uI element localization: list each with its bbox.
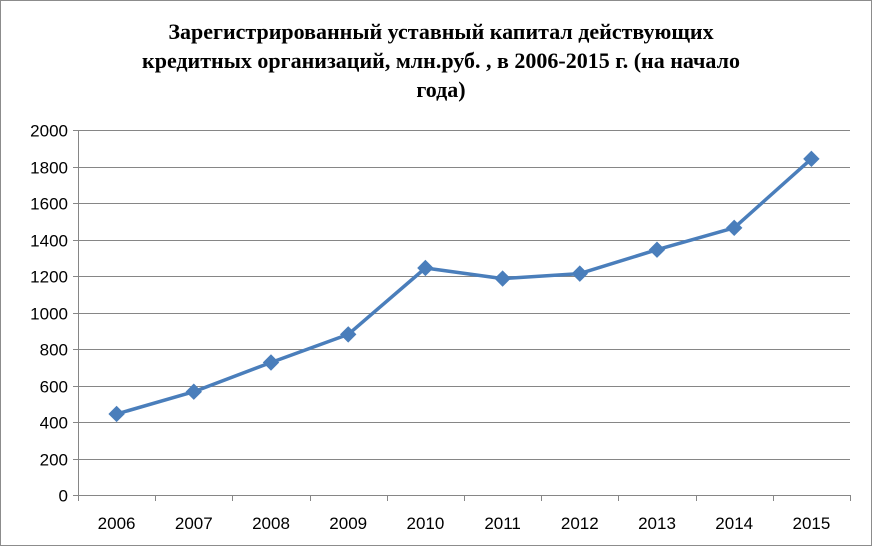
y-tick-label: 2000 bbox=[30, 122, 68, 141]
data-point-marker bbox=[185, 383, 203, 400]
x-tick-label: 2008 bbox=[252, 514, 290, 533]
y-tick-label: 1800 bbox=[30, 159, 68, 178]
x-tick-label: 2014 bbox=[715, 514, 753, 533]
data-point-marker bbox=[725, 219, 743, 237]
y-tick-label: 1400 bbox=[30, 232, 68, 251]
x-tick-label: 2013 bbox=[638, 514, 676, 533]
y-tick-label: 400 bbox=[40, 414, 68, 433]
y-axis-tick-labels: 0 200 400 600 800 1000 1200 1400 1600 1800 2000 bbox=[30, 122, 68, 506]
y-tick-label: 0 bbox=[59, 487, 68, 506]
y-tick-label: 1200 bbox=[30, 268, 68, 287]
axes bbox=[73, 130, 851, 501]
data-point-marker bbox=[262, 354, 280, 371]
data-point-marker bbox=[339, 326, 357, 343]
x-axis-tick-labels: 2006 2007 2008 2009 2010 2011 2012 2013 2014 2015 bbox=[98, 514, 831, 533]
y-tick-label: 800 bbox=[40, 341, 68, 360]
data-point-marker bbox=[494, 270, 511, 287]
series-layer bbox=[108, 150, 820, 423]
y-tick-label: 1000 bbox=[30, 305, 68, 324]
gridlines bbox=[78, 130, 850, 460]
x-tick-label: 2009 bbox=[329, 514, 367, 533]
y-tick-label: 1600 bbox=[30, 195, 68, 214]
x-tick-label: 2015 bbox=[792, 514, 830, 533]
x-tick-label: 2006 bbox=[98, 514, 136, 533]
data-point-marker bbox=[571, 265, 589, 282]
chart-title: Зарегистрированный уставный капитал дейс… bbox=[142, 19, 740, 102]
y-tick-label: 200 bbox=[40, 451, 68, 470]
data-point-marker bbox=[648, 241, 666, 258]
y-tick-label: 600 bbox=[40, 378, 68, 397]
data-point-marker bbox=[803, 150, 820, 168]
series-line bbox=[116, 157, 813, 416]
data-point-marker bbox=[108, 405, 125, 423]
x-tick-label: 2010 bbox=[406, 514, 444, 533]
data-point-marker bbox=[417, 259, 434, 277]
x-tick-label: 2007 bbox=[175, 514, 213, 533]
x-tick-label: 2012 bbox=[561, 514, 599, 533]
x-tick-label: 2011 bbox=[484, 514, 521, 533]
